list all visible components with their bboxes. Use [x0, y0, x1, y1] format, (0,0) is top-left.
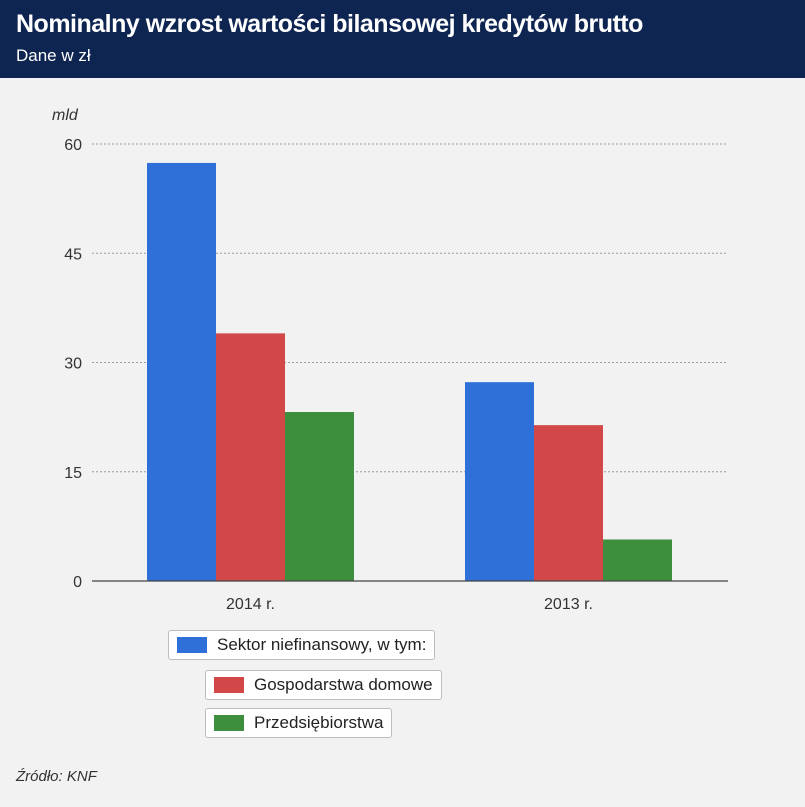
legend-item-przedsiebiorstwa: Przedsiębiorstwa — [205, 708, 393, 738]
y-axis-ticks: 0 15 30 45 60 — [64, 137, 82, 591]
bar-gospodarstwa-2013 — [534, 425, 603, 581]
legend-item-sektor: Sektor niefinansowy, w tym: — [168, 630, 436, 660]
legend-label-sektor: Sektor niefinansowy, w tym: — [217, 635, 427, 654]
legend-label-gospodarstwa: Gospodarstwa domowe — [254, 675, 433, 694]
y-tick-label: 45 — [64, 246, 82, 263]
legend-swatch-sektor — [177, 637, 207, 653]
x-axis-ticks: 2014 r. 2013 r. — [226, 596, 593, 613]
bar-przedsiebiorstwa-2014 — [285, 412, 354, 581]
y-tick-label: 15 — [64, 465, 82, 482]
legend-label-przedsiebiorstwa: Przedsiębiorstwa — [254, 713, 384, 732]
source-note: Źródło: KNF — [16, 768, 97, 785]
y-axis-unit-label: mld — [52, 107, 79, 124]
y-tick-label: 0 — [73, 574, 82, 591]
bar-sektor-2013 — [465, 382, 534, 581]
x-tick-label: 2014 r. — [226, 596, 275, 613]
chart-header: Nominalny wzrost wartości bilansowej kre… — [0, 0, 805, 78]
bar-sektor-2014 — [147, 162, 216, 582]
y-tick-label: 30 — [64, 356, 82, 373]
y-tick-label: 60 — [64, 137, 82, 154]
bar-gospodarstwa-2014 — [216, 333, 285, 581]
chart-title: Nominalny wzrost wartości bilansowej kre… — [16, 10, 643, 38]
legend-swatch-gospodarstwa — [214, 677, 244, 693]
legend-swatch-przedsiebiorstwa — [214, 715, 244, 731]
bar-chart: 0 15 30 45 60 mld 2014 r. 2013 r. — [52, 107, 728, 613]
bars — [147, 162, 672, 582]
chart-subtitle: Dane w zł — [16, 46, 91, 65]
bar-przedsiebiorstwa-2013 — [603, 539, 672, 581]
x-tick-label: 2013 r. — [544, 596, 593, 613]
legend-item-gospodarstwa: Gospodarstwa domowe — [205, 670, 442, 700]
